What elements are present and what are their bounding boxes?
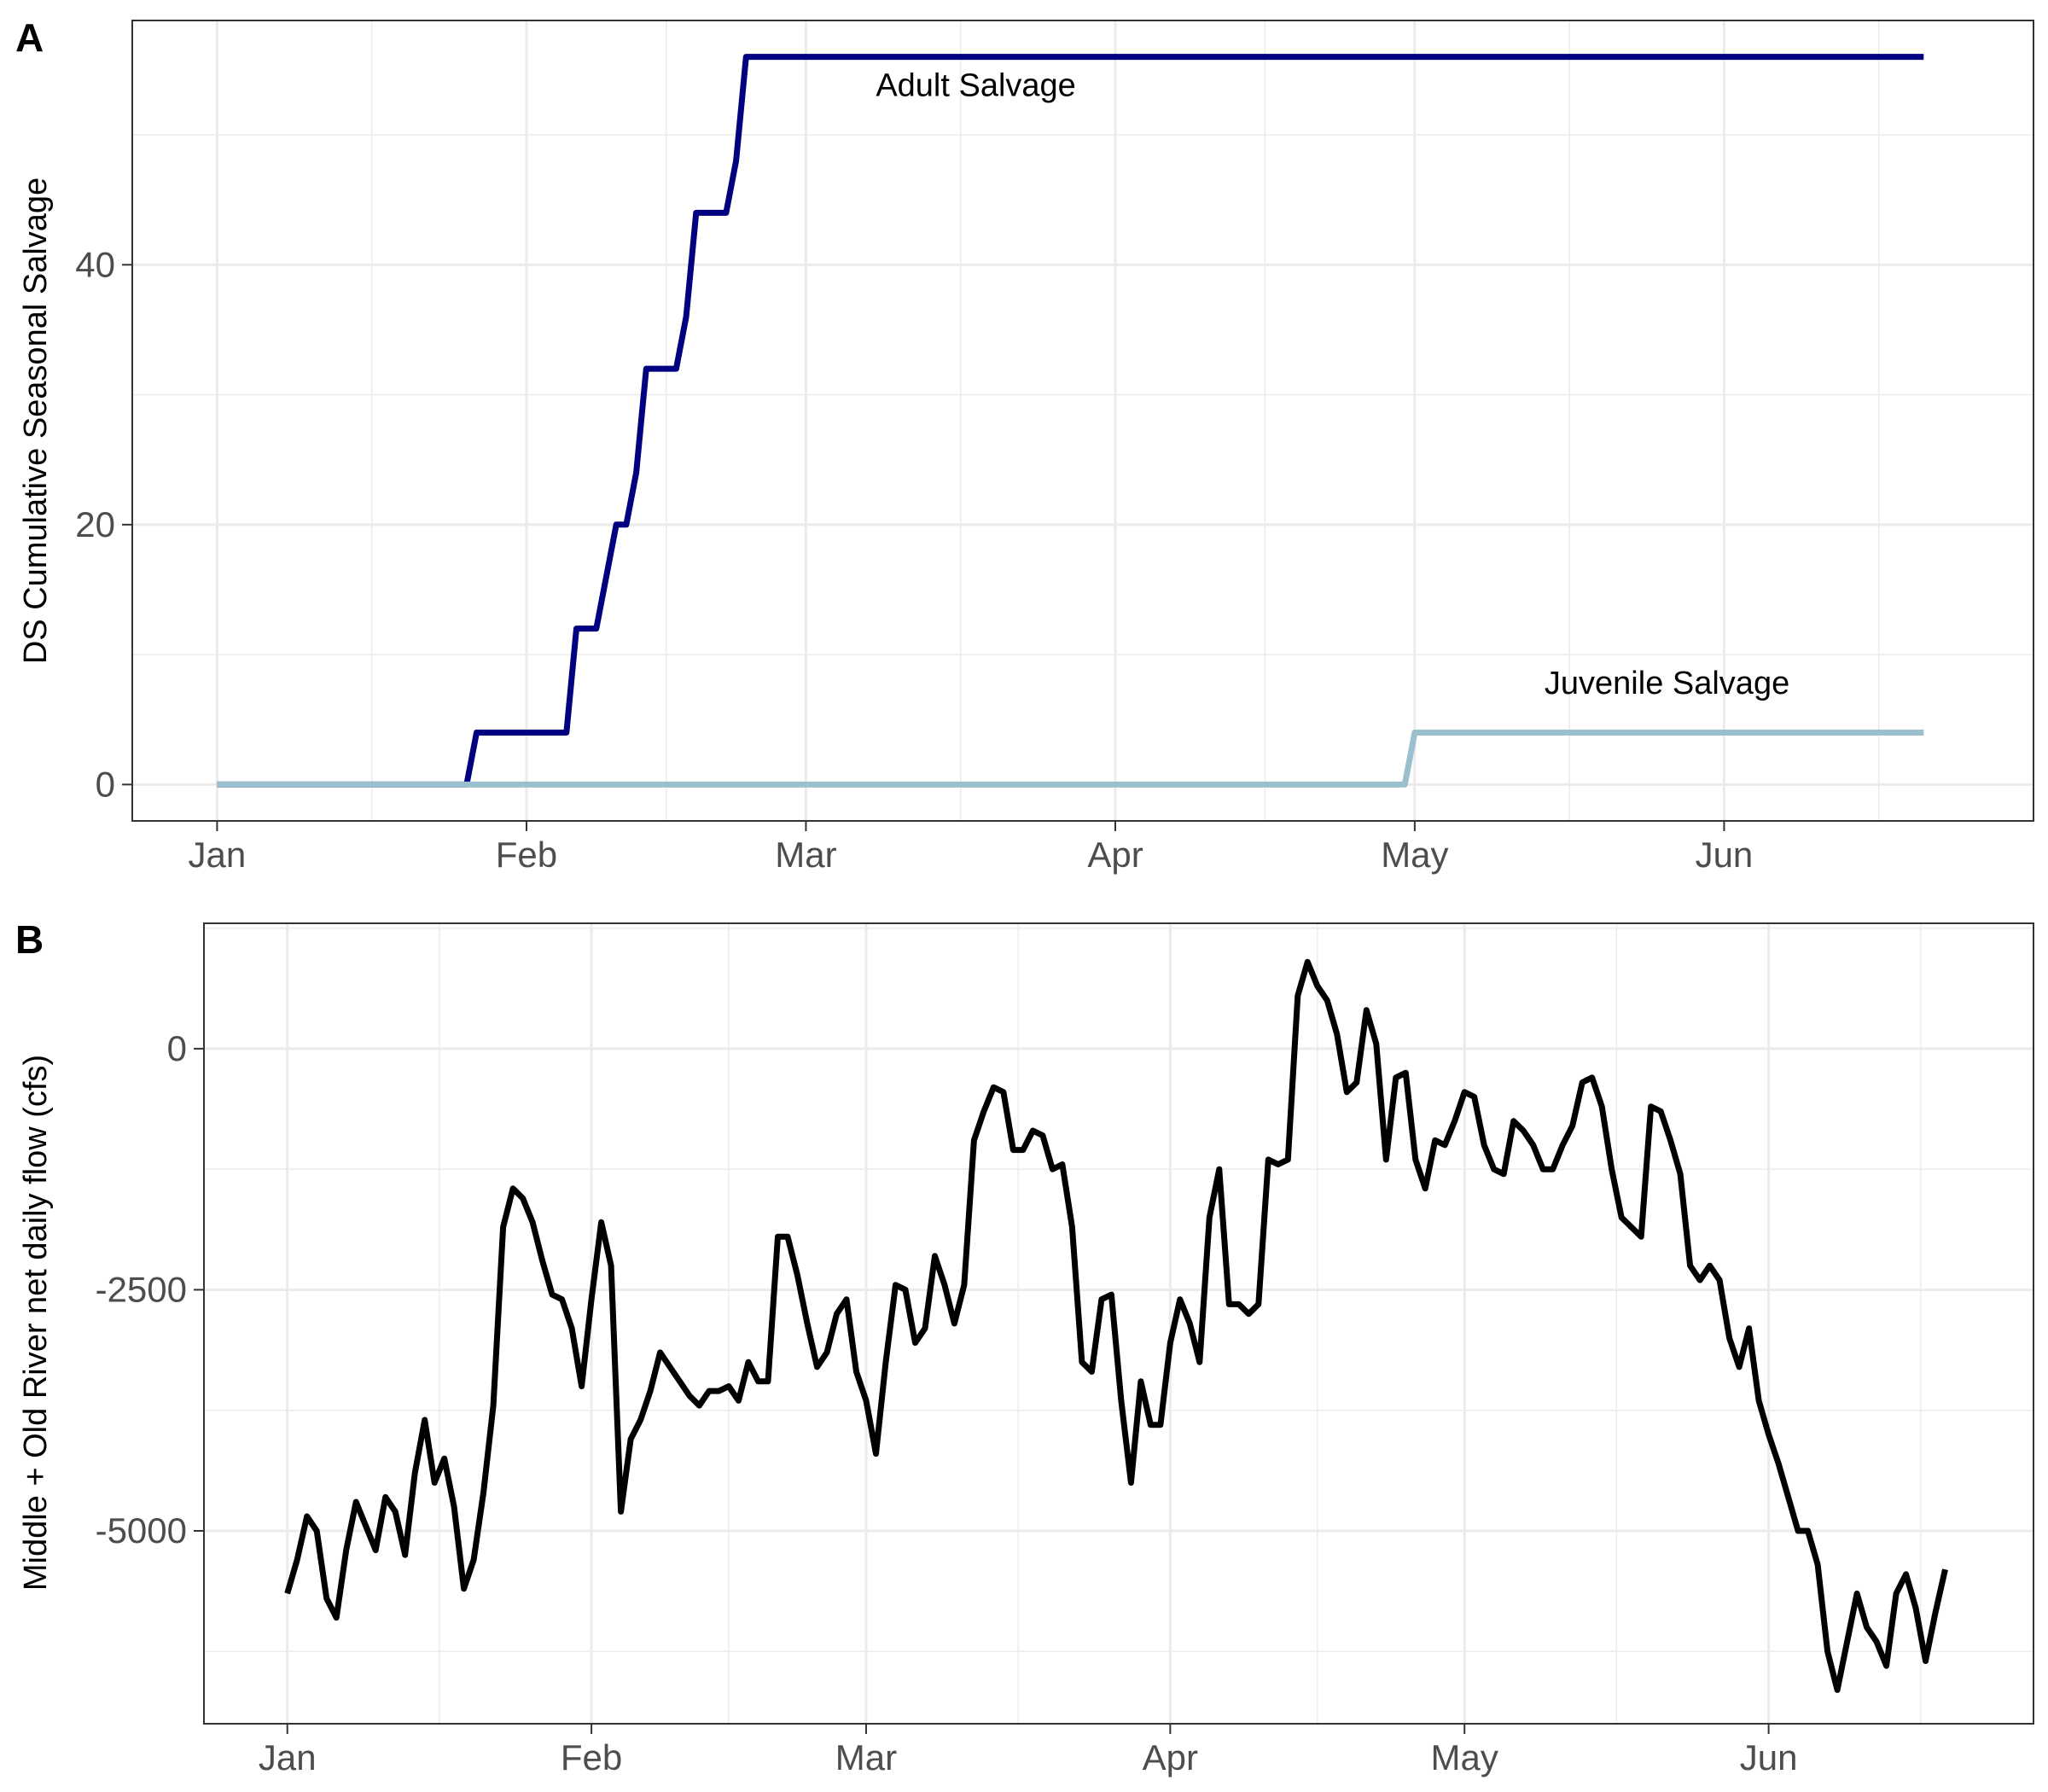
panel-b-plot-frame bbox=[203, 922, 2034, 1725]
panel-a-y-axis-title: DS Cumulative Seasonal Salvage bbox=[18, 177, 54, 664]
x-tick-label: Jan bbox=[189, 835, 247, 875]
x-tick-label: Apr bbox=[1087, 835, 1143, 875]
x-tick-label: Apr bbox=[1143, 1737, 1198, 1777]
panel-b-net-daily-flow-chart: Jan Feb Mar Apr May Jun -5000 -2500 0 B Middle +… bbox=[15, 917, 2034, 1777]
x-tick-label: Mar bbox=[775, 835, 836, 875]
x-tick-label: Mar bbox=[835, 1737, 897, 1777]
juvenile-salvage-label: Juvenile Salvage bbox=[1545, 666, 1789, 701]
y-tick-label: 20 bbox=[75, 504, 115, 544]
panel-a-series-lines bbox=[217, 54, 1924, 788]
x-tick-label: May bbox=[1431, 1737, 1498, 1777]
panel-a-axes: Jan Feb Mar Apr May Jun 0 20 40 bbox=[75, 244, 1753, 875]
x-tick-label: Feb bbox=[496, 835, 557, 875]
panel-a-tag: A bbox=[15, 15, 44, 60]
adult-salvage-line bbox=[217, 54, 1924, 788]
y-tick-label: -5000 bbox=[96, 1510, 187, 1551]
panel-a-plot-area bbox=[131, 20, 2034, 822]
net-daily-flow-line bbox=[284, 958, 1948, 1693]
adult-salvage-label: Adult Salvage bbox=[876, 67, 1076, 103]
x-tick-label: May bbox=[1381, 835, 1448, 875]
x-tick-label: Jun bbox=[1740, 1737, 1798, 1777]
panel-a-gridlines bbox=[132, 20, 2033, 821]
y-tick-label: 40 bbox=[75, 244, 115, 284]
x-tick-label: Jun bbox=[1696, 835, 1754, 875]
panel-a-cumulative-salvage-chart: Jan Feb Mar Apr May Jun 0 20 40 A DS Cumulative … bbox=[15, 15, 2034, 875]
x-tick-label: Jan bbox=[259, 1737, 317, 1777]
y-tick-label: 0 bbox=[96, 764, 115, 804]
panel-b-plot-area bbox=[203, 922, 2034, 1725]
panel-b-axes: Jan Feb Mar Apr May Jun -5000 -2500 0 bbox=[96, 1028, 1798, 1777]
panel-b-gridlines bbox=[204, 923, 2033, 1724]
x-tick-label: Feb bbox=[561, 1737, 622, 1777]
y-tick-label: -2500 bbox=[96, 1269, 187, 1309]
panel-b-y-axis-title: Middle + Old River net daily flow (cfs) bbox=[18, 1055, 54, 1591]
y-tick-label: 0 bbox=[167, 1028, 187, 1068]
juvenile-salvage-line bbox=[217, 730, 1924, 788]
panel-b-tag: B bbox=[15, 917, 44, 962]
panel-b-series-lines bbox=[284, 958, 1948, 1693]
panel-a-plot-frame bbox=[131, 20, 2034, 822]
